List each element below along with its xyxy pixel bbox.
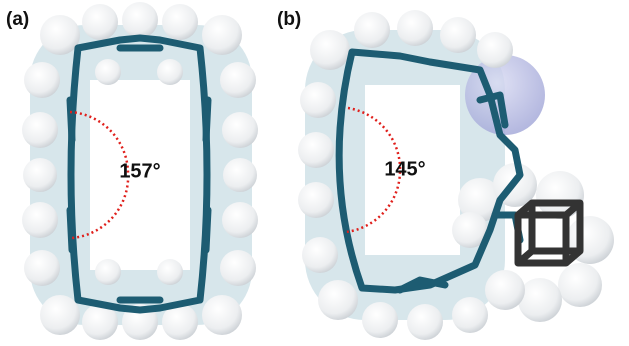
- angle-label: 157°: [119, 160, 160, 182]
- panel-b-molecule: [298, 10, 614, 340]
- panel-label: (b): [277, 9, 301, 30]
- angle-label: 145°: [384, 158, 425, 180]
- figure: (a) 157° (b) 145°: [0, 0, 629, 341]
- panel-label: (a): [6, 9, 29, 30]
